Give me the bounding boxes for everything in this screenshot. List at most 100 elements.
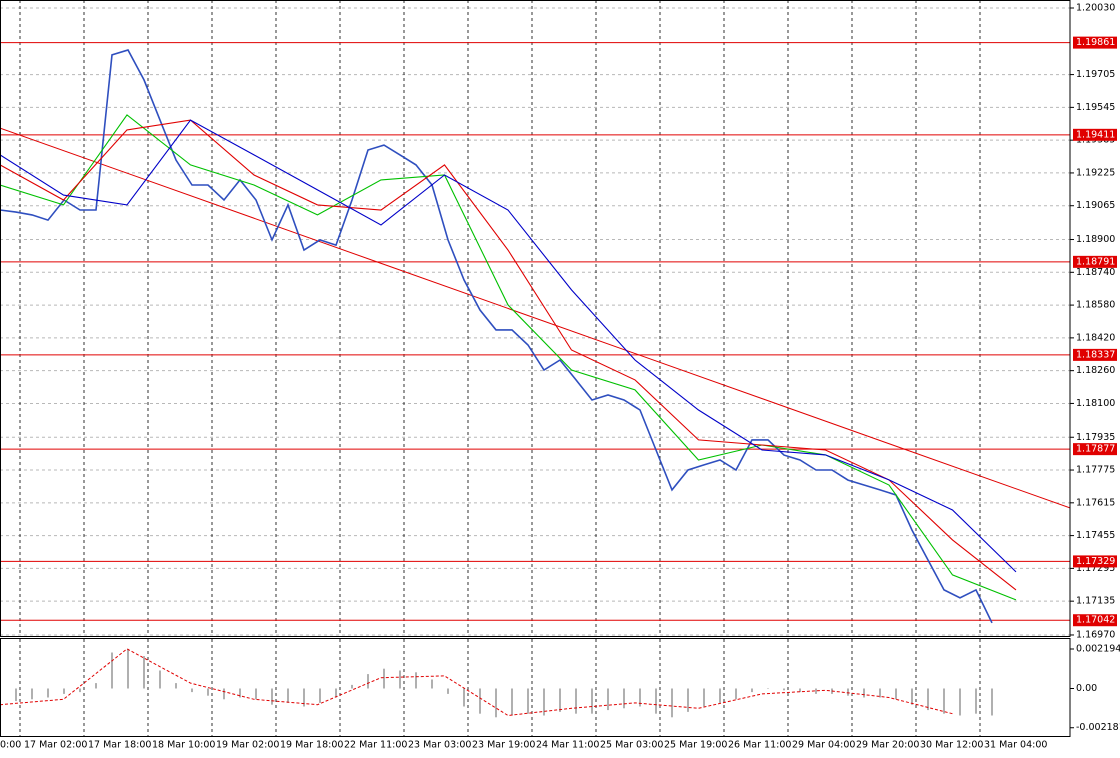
x-tick-label: 19 Mar 18:00 (280, 740, 343, 751)
level-label: 1.17329 (1076, 556, 1115, 567)
macd-bar (863, 688, 865, 698)
macd-bar (223, 688, 225, 700)
macd-bar (31, 688, 33, 700)
x-tick-label: 23 Mar 19:00 (472, 740, 535, 751)
y-tick-label: 1.18100 (1076, 398, 1115, 409)
y-tick-label: 1.18260 (1076, 365, 1115, 376)
macd-bar (959, 688, 961, 716)
macd-bar (783, 688, 785, 691)
macd-bar (687, 688, 689, 712)
macd-bar (207, 688, 209, 696)
macd-bar (479, 688, 481, 714)
macd-bar (159, 670, 161, 689)
level-label: 1.19411 (1076, 129, 1115, 140)
x-tick-label: 29 Mar 04:00 (792, 740, 855, 751)
macd-bar (735, 688, 737, 700)
x-tick-label: 0:00 (0, 740, 21, 751)
macd-bar (943, 688, 945, 714)
y-tick-label: 1.17935 (1076, 432, 1115, 443)
trendline (0, 127, 1070, 509)
y-tick-label: 1.19225 (1076, 167, 1115, 178)
level-tag (1073, 614, 1117, 627)
x-tick-label: 25 Mar 03:00 (600, 740, 663, 751)
level-tag (1073, 36, 1117, 49)
level-label: 1.18791 (1076, 256, 1115, 267)
macd-bar (399, 670, 401, 689)
macd-bar (799, 688, 801, 693)
macd-bar (63, 688, 65, 694)
macd-bar (895, 688, 897, 700)
x-tick-label: 17 Mar 18:00 (88, 740, 151, 751)
x-tick-label: 29 Mar 20:00 (856, 740, 919, 751)
y-tick-label: 1.17455 (1076, 530, 1115, 541)
level-label: 1.19861 (1076, 37, 1115, 48)
y-tick-label: 1.16970 (1076, 629, 1115, 640)
x-tick-label: 30 Mar 12:00 (920, 740, 983, 751)
macd-bar (575, 688, 577, 714)
macd-bar (367, 674, 369, 689)
x-tick-label: 31 Mar 04:00 (984, 740, 1047, 751)
macd-bar (927, 688, 929, 711)
macd-bar (415, 672, 417, 689)
y-tick-label: 1.19545 (1076, 102, 1115, 113)
macd-y-tick-label: -0.002181 (1076, 722, 1120, 733)
moving-average (0, 119, 1017, 591)
macd-y-tick-label: 0.00 (1076, 683, 1097, 694)
macd-bar (335, 688, 337, 698)
macd-bar (751, 688, 753, 693)
y-tick-label: 1.19065 (1076, 200, 1115, 211)
x-tick-label: 25 Mar 19:00 (664, 740, 727, 751)
macd-bar (671, 688, 673, 718)
level-label: 1.17042 (1076, 615, 1115, 626)
macd-bar (639, 688, 641, 707)
macd-bar (271, 688, 273, 705)
macd-bar (143, 656, 145, 689)
macd-bar (303, 688, 305, 707)
level-label: 1.17877 (1076, 444, 1115, 455)
macd-bar (175, 683, 177, 689)
level-tag (1073, 348, 1117, 361)
price-frame (0, 0, 1071, 637)
y-tick-label: 1.18580 (1076, 300, 1115, 311)
macd-bar (655, 688, 657, 714)
x-tick-label: 22 Mar 11:00 (344, 740, 407, 751)
macd-bar (495, 688, 497, 718)
macd-y-tick-label: 0.002194 (1076, 644, 1120, 655)
macd-bar (527, 688, 529, 714)
macd-signal (0, 648, 953, 717)
moving-average (0, 119, 1017, 573)
macd-bar (559, 688, 561, 712)
macd-pane (0, 639, 993, 736)
macd-bar (607, 688, 609, 711)
macd-bar (815, 688, 817, 694)
macd-bar (287, 688, 289, 703)
y-tick-label: 1.18900 (1076, 234, 1115, 245)
macd-bar (95, 683, 97, 689)
price-pane (0, 0, 1070, 636)
x-tick-label: 17 Mar 02:00 (24, 740, 87, 751)
macd-bar (703, 688, 705, 707)
y-tick-label: 1.17135 (1076, 596, 1115, 607)
macd-bar (847, 688, 849, 696)
level-tag (1073, 443, 1117, 456)
macd-bar (255, 688, 257, 700)
macd-bar (351, 684, 353, 689)
macd-bar (239, 688, 241, 698)
macd-bar (383, 668, 385, 689)
level-tag (1073, 555, 1117, 568)
macd-bar (879, 688, 881, 698)
y-tick-label: 1.17295 (1076, 563, 1115, 574)
macd-bar (511, 688, 513, 716)
price-line (0, 49, 993, 624)
macd-bar (767, 688, 769, 689)
level-label: 1.18337 (1076, 349, 1115, 360)
macd-bar (447, 688, 449, 694)
macd-bar (623, 688, 625, 709)
macd-bar (319, 688, 321, 703)
x-tick-label: 18 Mar 10:00 (152, 740, 215, 751)
macd-bar (79, 688, 81, 693)
macd-bar (15, 688, 17, 702)
macd-bar (911, 688, 913, 705)
